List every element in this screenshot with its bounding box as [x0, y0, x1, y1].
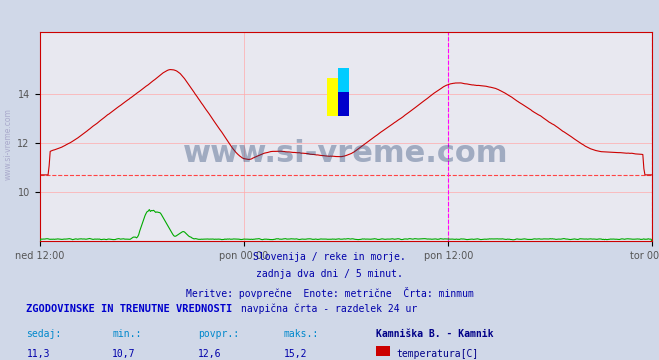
Text: maks.:: maks.: [283, 329, 318, 339]
Text: www.si-vreme.com: www.si-vreme.com [3, 108, 13, 180]
Text: Slovenija / reke in morje.: Slovenija / reke in morje. [253, 252, 406, 262]
Text: Meritve: povprečne  Enote: metrične  Črta: minmum: Meritve: povprečne Enote: metrične Črta:… [186, 287, 473, 298]
Bar [338, 92, 349, 116]
Text: min.:: min.: [112, 329, 142, 339]
Bar [327, 78, 338, 116]
Text: navpična črta - razdelek 24 ur: navpična črta - razdelek 24 ur [241, 304, 418, 314]
Text: 12,6: 12,6 [198, 349, 221, 359]
Text: 15,2: 15,2 [283, 349, 307, 359]
Bar [338, 68, 349, 92]
Text: ZGODOVINSKE IN TRENUTNE VREDNOSTI: ZGODOVINSKE IN TRENUTNE VREDNOSTI [26, 304, 233, 314]
Text: zadnja dva dni / 5 minut.: zadnja dva dni / 5 minut. [256, 269, 403, 279]
Text: sedaj:: sedaj: [26, 329, 61, 339]
Text: Kamniška B. - Kamnik: Kamniška B. - Kamnik [376, 329, 493, 339]
Text: 11,3: 11,3 [26, 349, 50, 359]
Text: temperatura[C]: temperatura[C] [397, 349, 479, 359]
Text: povpr.:: povpr.: [198, 329, 239, 339]
Text: 10,7: 10,7 [112, 349, 136, 359]
Text: www.si-vreme.com: www.si-vreme.com [183, 139, 509, 168]
